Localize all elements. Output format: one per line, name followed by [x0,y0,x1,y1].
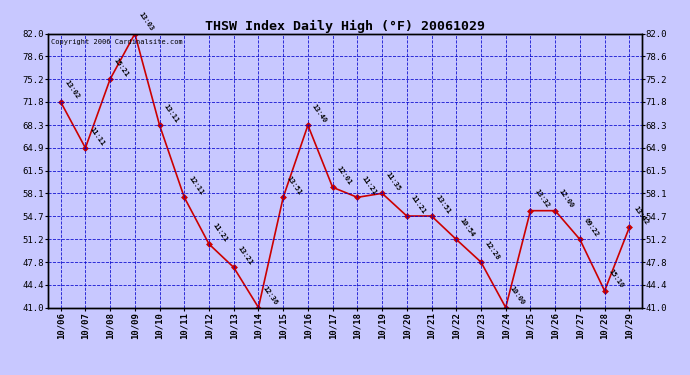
Text: 12:36: 12:36 [262,285,278,306]
Text: 12:28: 12:28 [484,240,501,261]
Text: 09:22: 09:22 [582,217,600,238]
Text: 12:11: 12:11 [187,175,204,196]
Text: 11:11: 11:11 [88,126,106,147]
Text: 13:02: 13:02 [63,80,81,100]
Text: 10:00: 10:00 [509,285,526,306]
Text: 11:21: 11:21 [360,175,377,196]
Title: THSW Index Daily High (°F) 20061029: THSW Index Daily High (°F) 20061029 [205,20,485,33]
Text: Copyright 2006 Cardinalsite.com: Copyright 2006 Cardinalsite.com [51,39,183,45]
Text: 11:35: 11:35 [385,171,402,192]
Text: 12:00: 12:00 [558,189,575,209]
Text: 13:21: 13:21 [237,245,254,266]
Text: 15:10: 15:10 [607,268,624,290]
Text: 11:21: 11:21 [410,194,426,214]
Text: 15:21: 15:21 [113,57,130,78]
Text: 11:21: 11:21 [212,222,229,243]
Text: 13:11: 13:11 [162,103,179,124]
Text: 13:42: 13:42 [632,205,649,226]
Text: 12:01: 12:01 [335,165,353,186]
Text: 13:51: 13:51 [286,175,303,196]
Text: 13:03: 13:03 [137,12,155,32]
Text: 10:54: 10:54 [459,217,476,238]
Text: 13:51: 13:51 [434,194,451,214]
Text: 13:40: 13:40 [310,103,328,124]
Text: 13:32: 13:32 [533,189,551,209]
